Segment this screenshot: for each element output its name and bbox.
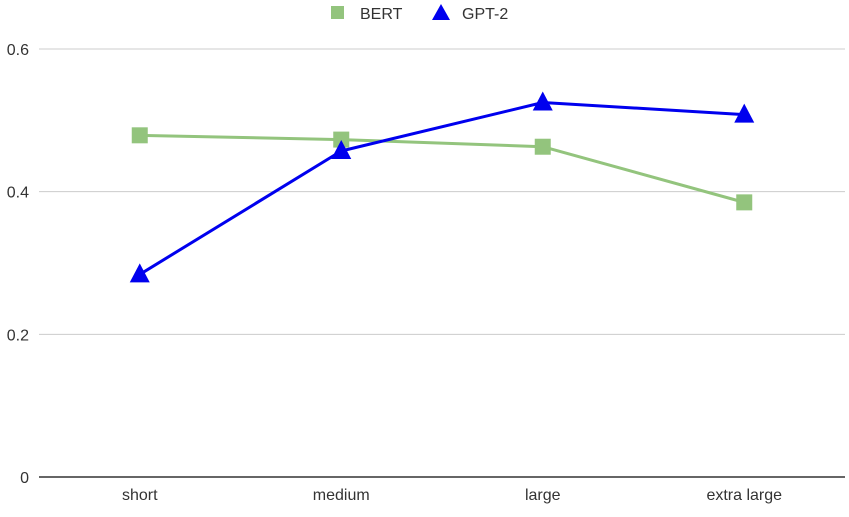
data-point-gpt2 bbox=[331, 140, 352, 160]
x-tick-label: medium bbox=[313, 487, 370, 504]
y-tick-label: 0.6 bbox=[7, 42, 29, 59]
data-point-gpt2 bbox=[734, 103, 755, 123]
x-tick-label: large bbox=[525, 487, 561, 504]
y-axis-ticks: 0 0.2 0.4 0.6 bbox=[7, 42, 29, 487]
legend-label-bert: BERT bbox=[360, 6, 403, 23]
series-line-gpt2 bbox=[138, 101, 745, 276]
data-point-bert bbox=[534, 138, 551, 155]
series-line-bert bbox=[139, 133, 745, 204]
legend-marker-bert bbox=[331, 6, 344, 19]
legend-label-gpt2: GPT-2 bbox=[462, 6, 508, 23]
data-point-gpt2 bbox=[532, 91, 553, 111]
x-tick-label: short bbox=[122, 487, 158, 504]
gridlines bbox=[39, 48, 845, 335]
series-group bbox=[129, 91, 755, 283]
data-point-bert bbox=[131, 127, 148, 144]
y-tick-label: 0.2 bbox=[7, 327, 29, 344]
y-tick-label: 0.4 bbox=[7, 185, 29, 202]
y-tick-label: 0 bbox=[20, 470, 29, 487]
data-point-bert bbox=[736, 194, 753, 211]
x-tick-label: extra large bbox=[706, 487, 782, 504]
x-axis-ticks: short medium large extra large bbox=[122, 487, 782, 504]
data-point-bert bbox=[333, 131, 350, 148]
data-point-gpt2 bbox=[129, 263, 150, 283]
legend: BERT GPT-2 bbox=[331, 4, 508, 23]
legend-marker-gpt2 bbox=[432, 4, 450, 20]
